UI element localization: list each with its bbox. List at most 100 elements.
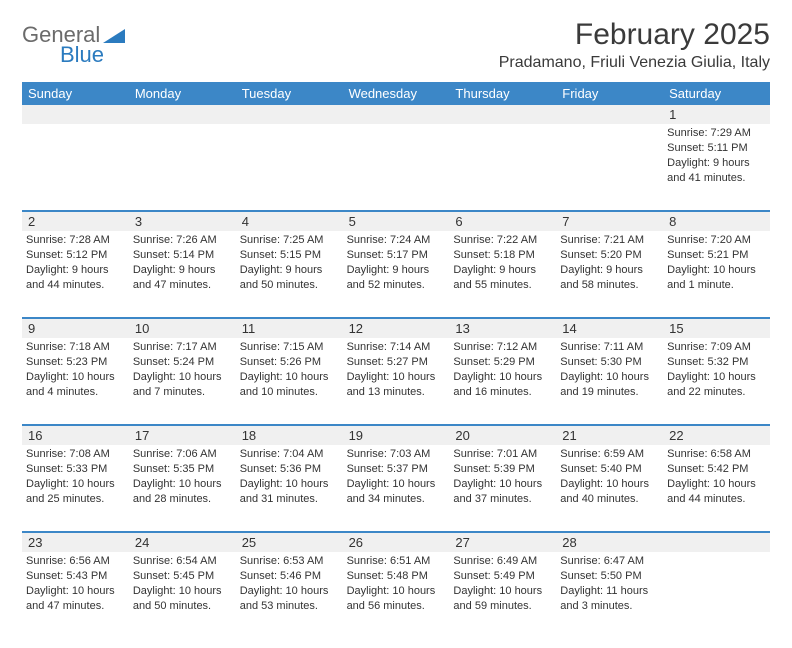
day-cell-empty bbox=[556, 124, 663, 210]
daylight-text: Daylight: 10 hours and 44 minutes. bbox=[667, 477, 766, 507]
sunrise-text: Sunrise: 7:03 AM bbox=[347, 447, 446, 462]
sunset-text: Sunset: 5:39 PM bbox=[453, 462, 552, 477]
sunset-text: Sunset: 5:49 PM bbox=[453, 569, 552, 584]
sunrise-text: Sunrise: 7:08 AM bbox=[26, 447, 125, 462]
day-number bbox=[449, 105, 556, 124]
day-cell-empty bbox=[449, 124, 556, 210]
day-number: 24 bbox=[129, 533, 236, 552]
day-cell: Sunrise: 7:01 AMSunset: 5:39 PMDaylight:… bbox=[449, 445, 556, 531]
day-cell: Sunrise: 7:28 AMSunset: 5:12 PMDaylight:… bbox=[22, 231, 129, 317]
daylight-text: Daylight: 9 hours and 47 minutes. bbox=[133, 263, 232, 293]
day-number: 23 bbox=[22, 533, 129, 552]
daylight-text: Daylight: 10 hours and 13 minutes. bbox=[347, 370, 446, 400]
sunset-text: Sunset: 5:32 PM bbox=[667, 355, 766, 370]
daylight-text: Daylight: 10 hours and 56 minutes. bbox=[347, 584, 446, 614]
sunset-text: Sunset: 5:35 PM bbox=[133, 462, 232, 477]
day-cell: Sunrise: 6:54 AMSunset: 5:45 PMDaylight:… bbox=[129, 552, 236, 638]
daylight-text: Daylight: 9 hours and 41 minutes. bbox=[667, 156, 766, 186]
sunrise-text: Sunrise: 6:49 AM bbox=[453, 554, 552, 569]
day-cell: Sunrise: 6:49 AMSunset: 5:49 PMDaylight:… bbox=[449, 552, 556, 638]
day-number: 12 bbox=[343, 319, 450, 338]
sunset-text: Sunset: 5:26 PM bbox=[240, 355, 339, 370]
daylight-text: Daylight: 10 hours and 50 minutes. bbox=[133, 584, 232, 614]
day-number: 5 bbox=[343, 212, 450, 231]
daylight-text: Daylight: 10 hours and 7 minutes. bbox=[133, 370, 232, 400]
day-number: 14 bbox=[556, 319, 663, 338]
sunset-text: Sunset: 5:18 PM bbox=[453, 248, 552, 263]
sunset-text: Sunset: 5:20 PM bbox=[560, 248, 659, 263]
dow-wednesday: Wednesday bbox=[343, 82, 450, 105]
week-row: Sunrise: 7:28 AMSunset: 5:12 PMDaylight:… bbox=[22, 231, 770, 317]
day-cell: Sunrise: 7:24 AMSunset: 5:17 PMDaylight:… bbox=[343, 231, 450, 317]
day-cell: Sunrise: 6:56 AMSunset: 5:43 PMDaylight:… bbox=[22, 552, 129, 638]
daylight-text: Daylight: 10 hours and 25 minutes. bbox=[26, 477, 125, 507]
sunset-text: Sunset: 5:29 PM bbox=[453, 355, 552, 370]
day-cell-empty bbox=[129, 124, 236, 210]
sunrise-text: Sunrise: 7:01 AM bbox=[453, 447, 552, 462]
day-number bbox=[22, 105, 129, 124]
day-number bbox=[129, 105, 236, 124]
dow-sunday: Sunday bbox=[22, 82, 129, 105]
sunset-text: Sunset: 5:45 PM bbox=[133, 569, 232, 584]
brand-logo: GeneralBlue bbox=[22, 22, 125, 68]
day-number: 11 bbox=[236, 319, 343, 338]
week-daynum-row: 2345678 bbox=[22, 210, 770, 231]
week-daynum-row: 232425262728 bbox=[22, 531, 770, 552]
title-block: February 2025 Pradamano, Friuli Venezia … bbox=[499, 18, 770, 72]
weeks-container: 1Sunrise: 7:29 AMSunset: 5:11 PMDaylight… bbox=[22, 105, 770, 638]
day-number: 26 bbox=[343, 533, 450, 552]
day-cell: Sunrise: 6:58 AMSunset: 5:42 PMDaylight:… bbox=[663, 445, 770, 531]
day-number: 7 bbox=[556, 212, 663, 231]
day-number: 8 bbox=[663, 212, 770, 231]
day-number bbox=[556, 105, 663, 124]
day-cell: Sunrise: 7:06 AMSunset: 5:35 PMDaylight:… bbox=[129, 445, 236, 531]
daylight-text: Daylight: 10 hours and 10 minutes. bbox=[240, 370, 339, 400]
day-cell: Sunrise: 6:59 AMSunset: 5:40 PMDaylight:… bbox=[556, 445, 663, 531]
sunrise-text: Sunrise: 6:53 AM bbox=[240, 554, 339, 569]
sunset-text: Sunset: 5:37 PM bbox=[347, 462, 446, 477]
day-number: 1 bbox=[663, 105, 770, 124]
week-daynum-row: 1 bbox=[22, 105, 770, 124]
day-cell: Sunrise: 7:21 AMSunset: 5:20 PMDaylight:… bbox=[556, 231, 663, 317]
week-row: Sunrise: 7:08 AMSunset: 5:33 PMDaylight:… bbox=[22, 445, 770, 531]
brand-text-blue: Blue bbox=[60, 42, 104, 68]
sunrise-text: Sunrise: 7:26 AM bbox=[133, 233, 232, 248]
sunrise-text: Sunrise: 7:21 AM bbox=[560, 233, 659, 248]
sunset-text: Sunset: 5:23 PM bbox=[26, 355, 125, 370]
sunrise-text: Sunrise: 7:11 AM bbox=[560, 340, 659, 355]
day-number: 21 bbox=[556, 426, 663, 445]
day-number: 16 bbox=[22, 426, 129, 445]
day-cell: Sunrise: 7:12 AMSunset: 5:29 PMDaylight:… bbox=[449, 338, 556, 424]
sunrise-text: Sunrise: 7:14 AM bbox=[347, 340, 446, 355]
header: GeneralBlue February 2025 Pradamano, Fri… bbox=[22, 18, 770, 72]
day-number: 28 bbox=[556, 533, 663, 552]
day-number: 2 bbox=[22, 212, 129, 231]
sunset-text: Sunset: 5:46 PM bbox=[240, 569, 339, 584]
daylight-text: Daylight: 10 hours and 16 minutes. bbox=[453, 370, 552, 400]
sunrise-text: Sunrise: 7:17 AM bbox=[133, 340, 232, 355]
day-cell: Sunrise: 6:51 AMSunset: 5:48 PMDaylight:… bbox=[343, 552, 450, 638]
day-cell: Sunrise: 7:22 AMSunset: 5:18 PMDaylight:… bbox=[449, 231, 556, 317]
day-cell-empty bbox=[236, 124, 343, 210]
day-number: 10 bbox=[129, 319, 236, 338]
day-cell: Sunrise: 7:14 AMSunset: 5:27 PMDaylight:… bbox=[343, 338, 450, 424]
daylight-text: Daylight: 10 hours and 28 minutes. bbox=[133, 477, 232, 507]
daylight-text: Daylight: 9 hours and 55 minutes. bbox=[453, 263, 552, 293]
sunset-text: Sunset: 5:11 PM bbox=[667, 141, 766, 156]
day-number: 22 bbox=[663, 426, 770, 445]
sunset-text: Sunset: 5:43 PM bbox=[26, 569, 125, 584]
daylight-text: Daylight: 10 hours and 59 minutes. bbox=[453, 584, 552, 614]
month-title: February 2025 bbox=[499, 18, 770, 52]
week-daynum-row: 9101112131415 bbox=[22, 317, 770, 338]
daylight-text: Daylight: 10 hours and 1 minute. bbox=[667, 263, 766, 293]
day-cell: Sunrise: 6:47 AMSunset: 5:50 PMDaylight:… bbox=[556, 552, 663, 638]
dow-monday: Monday bbox=[129, 82, 236, 105]
sunset-text: Sunset: 5:42 PM bbox=[667, 462, 766, 477]
sunset-text: Sunset: 5:21 PM bbox=[667, 248, 766, 263]
day-cell: Sunrise: 7:08 AMSunset: 5:33 PMDaylight:… bbox=[22, 445, 129, 531]
sunset-text: Sunset: 5:48 PM bbox=[347, 569, 446, 584]
day-cell: Sunrise: 7:04 AMSunset: 5:36 PMDaylight:… bbox=[236, 445, 343, 531]
day-cell: Sunrise: 7:03 AMSunset: 5:37 PMDaylight:… bbox=[343, 445, 450, 531]
sunrise-text: Sunrise: 6:56 AM bbox=[26, 554, 125, 569]
sunrise-text: Sunrise: 6:51 AM bbox=[347, 554, 446, 569]
